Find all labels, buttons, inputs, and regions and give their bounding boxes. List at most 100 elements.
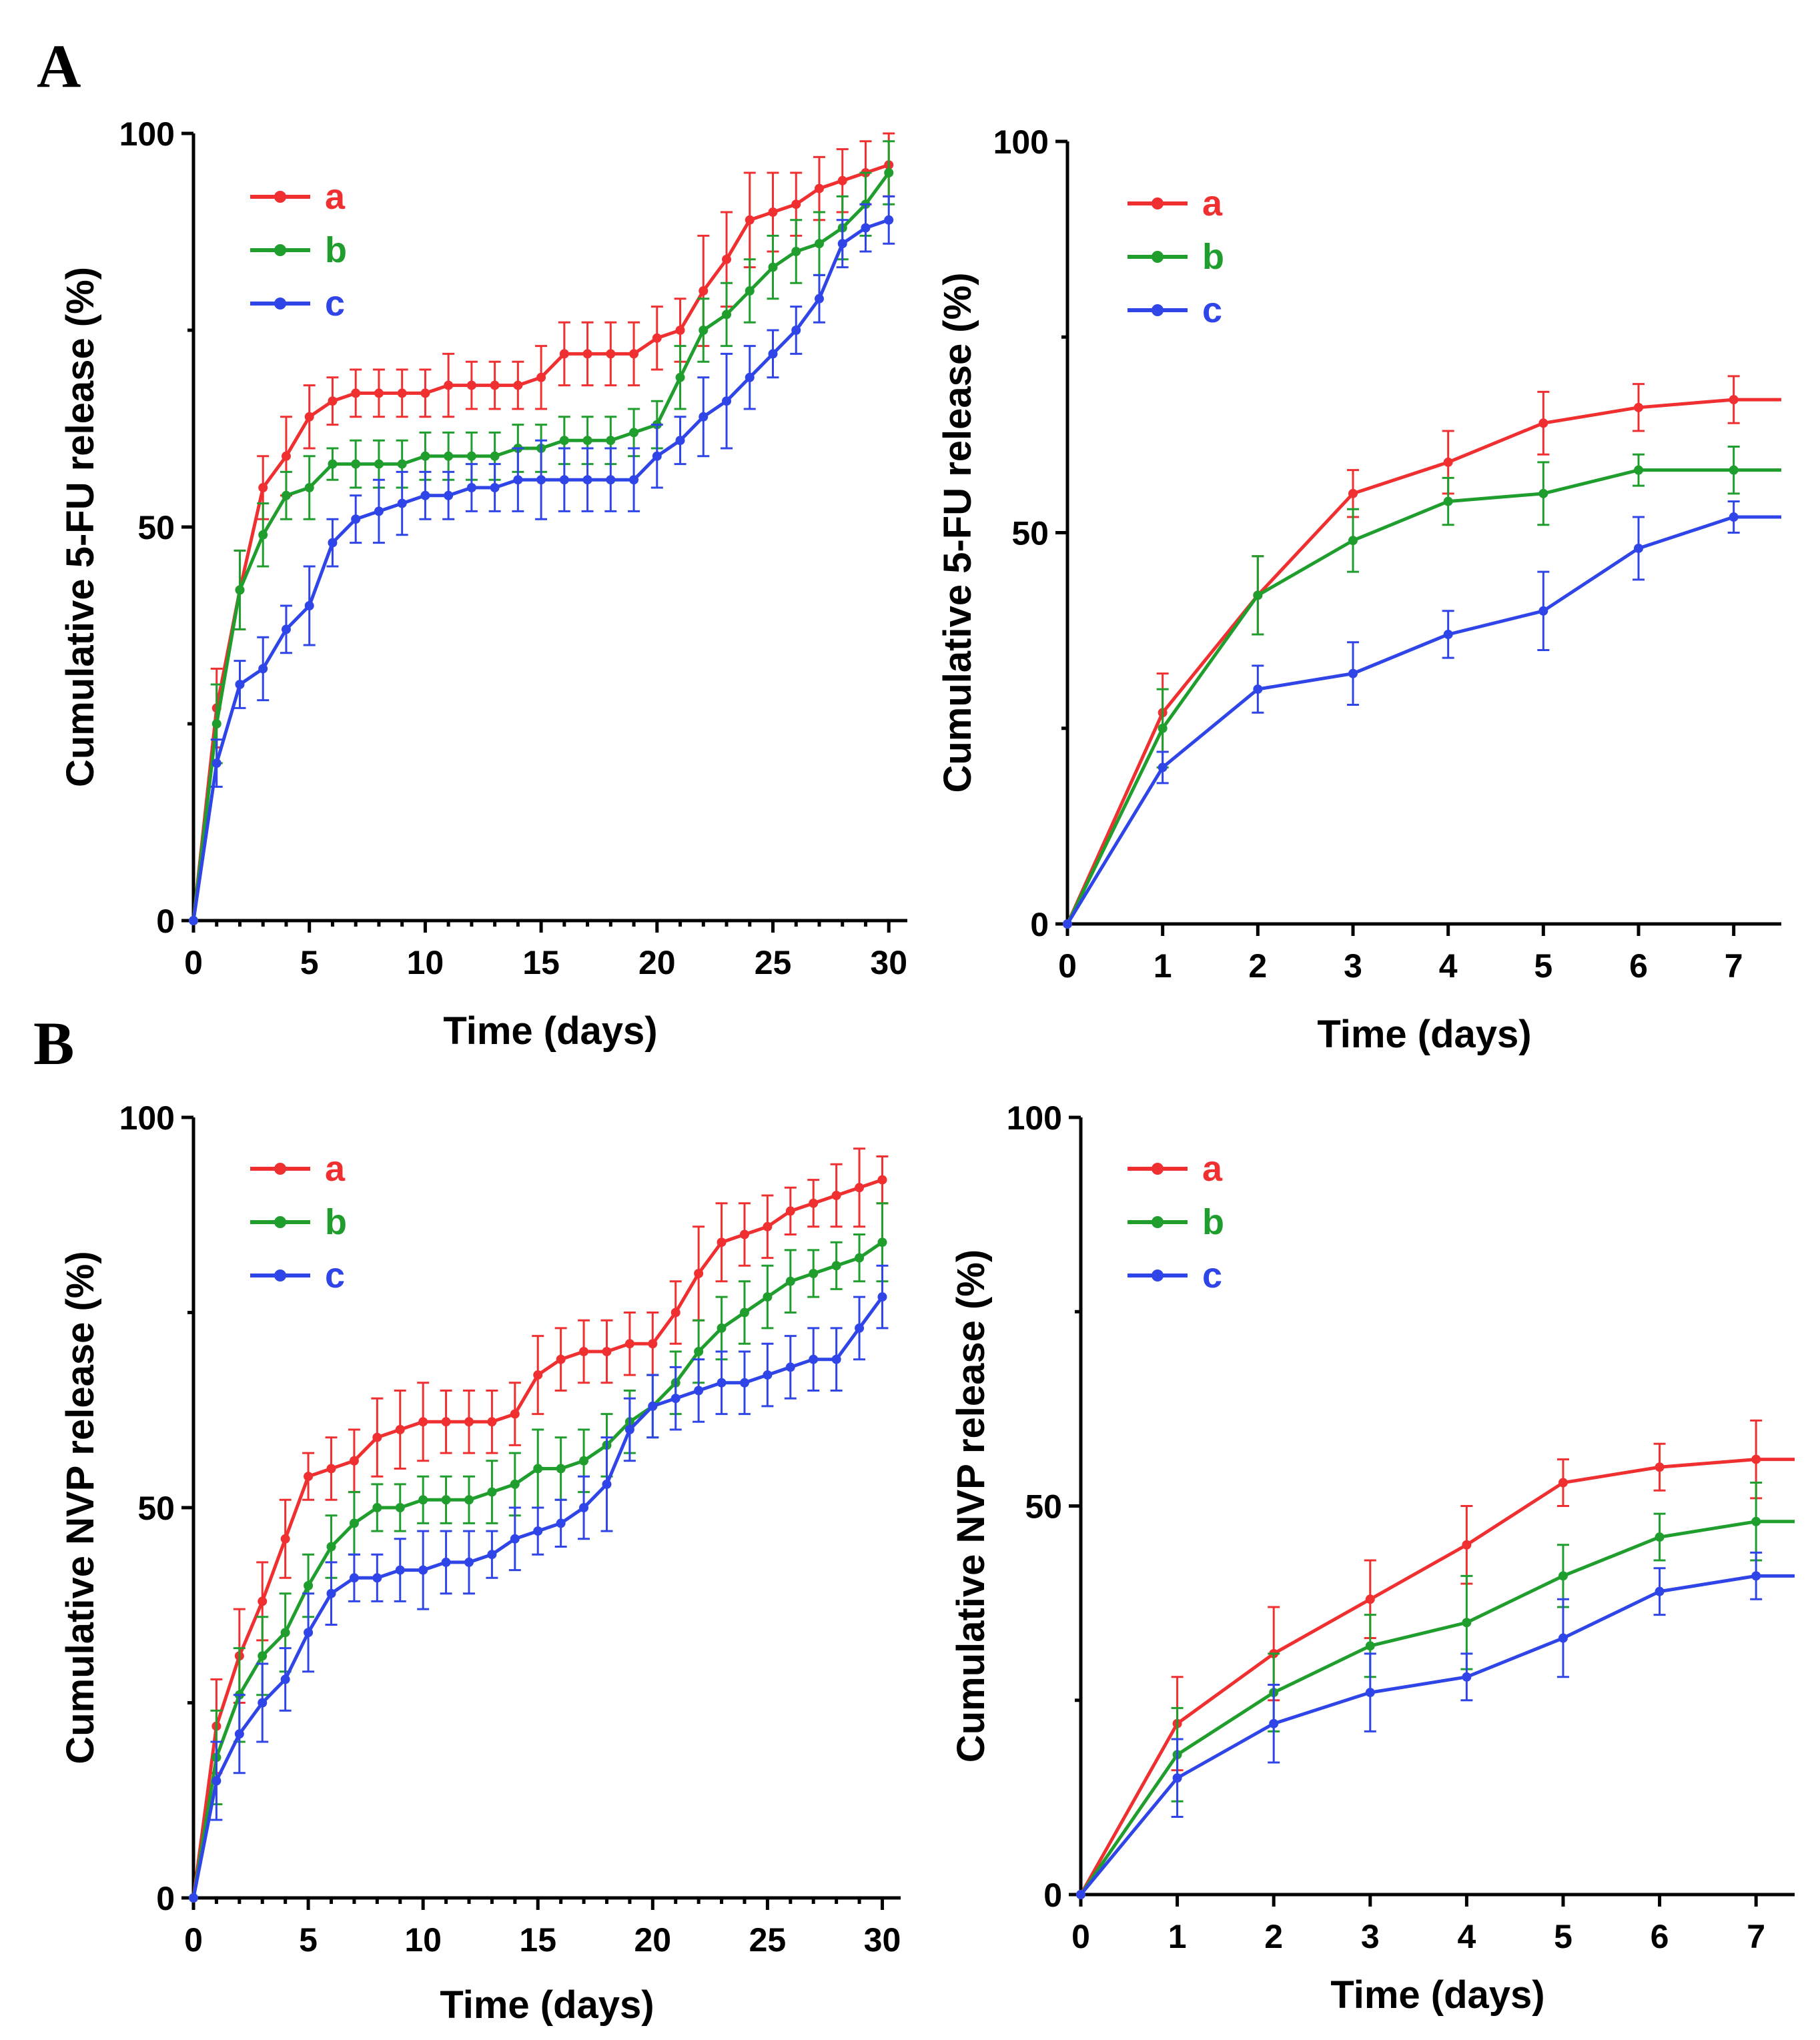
data-point xyxy=(349,1456,359,1466)
series-b xyxy=(1076,1482,1795,1899)
data-point xyxy=(624,1339,634,1349)
data-point xyxy=(281,624,291,634)
data-point xyxy=(1253,684,1263,694)
data-point xyxy=(837,239,847,249)
data-point xyxy=(606,436,616,446)
data-point xyxy=(722,254,732,264)
data-point xyxy=(855,1253,865,1263)
data-point xyxy=(791,247,801,256)
y-tick-label: 0 xyxy=(156,1880,175,1917)
data-point xyxy=(533,1464,543,1474)
data-point xyxy=(374,506,384,516)
x-tick-label: 30 xyxy=(864,1921,901,1959)
data-point xyxy=(258,483,268,492)
series-b xyxy=(189,140,895,925)
data-point xyxy=(351,514,361,524)
data-point xyxy=(441,1557,451,1567)
data-point xyxy=(814,294,824,304)
data-point xyxy=(304,412,314,422)
x-tick-label: 10 xyxy=(407,944,444,981)
series-line xyxy=(1079,1574,1795,1896)
data-point xyxy=(464,1557,474,1567)
series-line xyxy=(1065,515,1781,925)
data-point xyxy=(814,183,824,193)
data-point xyxy=(629,349,639,359)
data-point xyxy=(372,1432,382,1442)
x-axis-title: Time (days) xyxy=(1317,1013,1531,1056)
data-point xyxy=(831,1191,841,1200)
data-point xyxy=(675,372,685,382)
data-point xyxy=(1348,488,1358,498)
data-point xyxy=(877,1237,887,1247)
data-point xyxy=(281,451,291,461)
data-point xyxy=(487,1417,497,1427)
data-point xyxy=(487,1487,497,1497)
data-point xyxy=(1443,457,1453,467)
data-point xyxy=(1538,488,1548,498)
data-point xyxy=(602,1347,612,1356)
data-point xyxy=(211,1776,221,1786)
data-point xyxy=(791,199,801,209)
x-axis-title: Time (days) xyxy=(440,1983,654,2027)
legend-swatch-marker xyxy=(274,1163,286,1175)
data-point xyxy=(1172,1773,1182,1783)
data-point xyxy=(374,459,384,469)
data-point xyxy=(1462,1672,1472,1682)
data-point xyxy=(510,1479,520,1489)
data-point xyxy=(739,1308,749,1318)
data-point xyxy=(1365,1594,1375,1604)
data-point xyxy=(372,1573,382,1583)
x-axis-title: Time (days) xyxy=(1330,1973,1544,2017)
legend-swatch-marker xyxy=(274,244,286,256)
legend-swatch-marker xyxy=(1152,1269,1164,1282)
data-point xyxy=(745,372,755,382)
data-point xyxy=(624,1425,634,1434)
data-point xyxy=(464,1495,474,1505)
data-point xyxy=(652,451,662,461)
data-point xyxy=(556,1354,566,1364)
data-point xyxy=(235,680,245,689)
data-point xyxy=(877,1292,887,1302)
legend-label-b: b xyxy=(325,230,347,270)
x-tick-label: 0 xyxy=(184,1921,203,1959)
legend-label-c: c xyxy=(1202,1255,1222,1296)
data-point xyxy=(1558,1633,1568,1643)
x-tick-label: 1 xyxy=(1168,1918,1187,1955)
series-c xyxy=(189,195,895,925)
x-tick-label: 20 xyxy=(634,1921,671,1959)
data-point xyxy=(1729,395,1739,405)
legend-label-b: b xyxy=(325,1202,347,1242)
data-point xyxy=(328,459,338,469)
data-point xyxy=(444,490,454,500)
data-point xyxy=(536,372,546,382)
data-point xyxy=(441,1417,451,1427)
data-point xyxy=(420,451,430,461)
data-point xyxy=(1462,1618,1472,1628)
data-point xyxy=(304,601,314,610)
data-point xyxy=(722,310,732,320)
data-point xyxy=(579,1456,589,1466)
data-point xyxy=(1158,762,1168,773)
data-point xyxy=(739,1229,749,1239)
legend-swatch-marker xyxy=(274,1269,286,1282)
data-point xyxy=(1729,465,1739,475)
x-tick-label: 0 xyxy=(1071,1918,1090,1955)
y-tick-label: 100 xyxy=(119,115,175,153)
data-point xyxy=(809,1269,819,1278)
x-tick-label: 2 xyxy=(1248,947,1267,985)
data-point xyxy=(1655,1586,1665,1596)
x-tick-label: 5 xyxy=(1554,1918,1572,1955)
data-point xyxy=(559,349,569,359)
data-point xyxy=(1462,1540,1472,1550)
data-point xyxy=(606,475,616,485)
series-line xyxy=(191,218,890,921)
data-point xyxy=(258,664,268,674)
data-point xyxy=(444,380,454,390)
data-point xyxy=(1634,465,1643,475)
data-point xyxy=(629,475,639,485)
data-point xyxy=(1443,629,1453,639)
data-point xyxy=(652,333,662,343)
data-point xyxy=(487,1550,497,1560)
legend-swatch-marker xyxy=(274,1216,286,1228)
data-point xyxy=(234,1729,244,1739)
